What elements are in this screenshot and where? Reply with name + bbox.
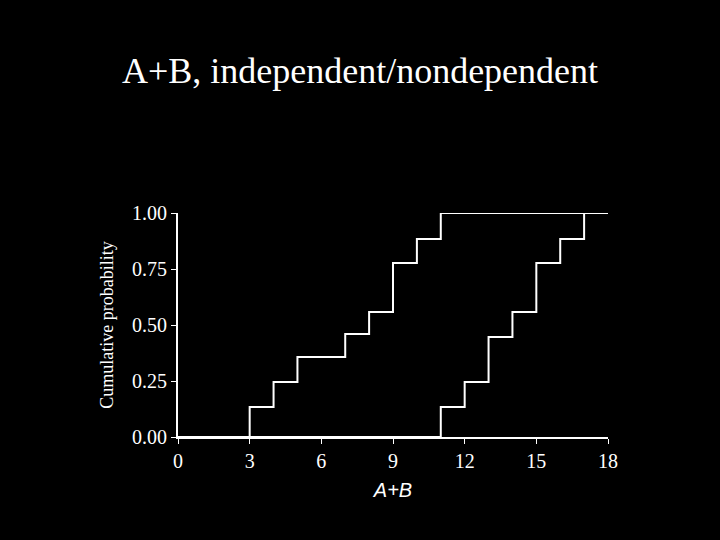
- svg-text:0.75: 0.75: [132, 258, 167, 280]
- svg-text:3: 3: [245, 450, 255, 472]
- svg-text:1.00: 1.00: [132, 202, 167, 224]
- svg-text:A+B, independent/nondependent: A+B, independent/nondependent: [122, 51, 598, 91]
- svg-text:Cumulative probability: Cumulative probability: [97, 241, 117, 408]
- svg-text:12: 12: [455, 450, 475, 472]
- svg-text:0.25: 0.25: [132, 370, 167, 392]
- svg-text:15: 15: [526, 450, 546, 472]
- svg-text:0.00: 0.00: [132, 426, 167, 448]
- svg-text:18: 18: [598, 450, 618, 472]
- svg-text:0.50: 0.50: [132, 314, 167, 336]
- svg-text:6: 6: [316, 450, 326, 472]
- svg-text:A+B: A+B: [373, 479, 412, 501]
- svg-text:0: 0: [173, 450, 183, 472]
- svg-text:9: 9: [388, 450, 398, 472]
